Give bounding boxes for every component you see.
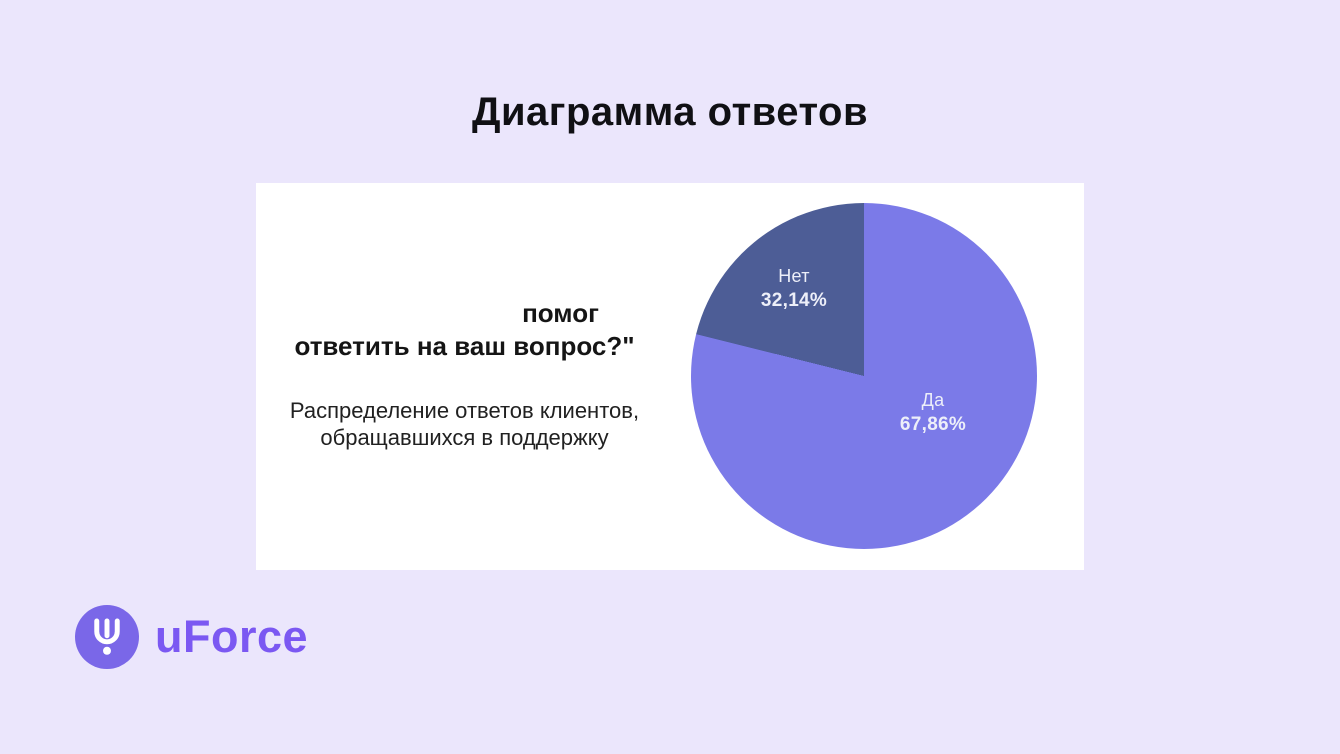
pie-slice-label-yes: Да 67,86% [900, 390, 966, 436]
brand-name: uForce [155, 611, 309, 662]
pie-slice-label-no: Нет 32,14% [761, 266, 827, 312]
chart-question-title: помог ответить на ваш вопрос?" [256, 297, 673, 363]
chart-subtitle-line2: обращавшихся в поддержку [320, 425, 609, 450]
chart-subtitle: Распределение ответов клиентов, обращавш… [256, 397, 673, 451]
page-title: Диаграмма ответов [471, 90, 869, 134]
uforce-logo: uForce [75, 605, 308, 669]
pie-slice-no-name: Нет [778, 266, 810, 286]
question-title-line2: ответить на ваш вопрос?" [294, 331, 635, 361]
pie-slice-yes-percent: 67,86% [899, 414, 967, 435]
pie-chart: Нет 32,14% Да 67,86% [691, 203, 1037, 549]
chart-text-column: помог ответить на ваш вопрос?" Распредел… [256, 183, 673, 570]
chart-card: помог ответить на ваш вопрос?" Распредел… [256, 183, 1084, 570]
question-title-line1: помог [522, 298, 599, 328]
pie-slice-yes-name: Да [921, 390, 945, 410]
uforce-u-exclamation-icon [75, 605, 139, 669]
chart-subtitle-line1: Распределение ответов клиентов, [289, 398, 640, 423]
pie-slice-no-percent: 32,14% [760, 290, 828, 311]
